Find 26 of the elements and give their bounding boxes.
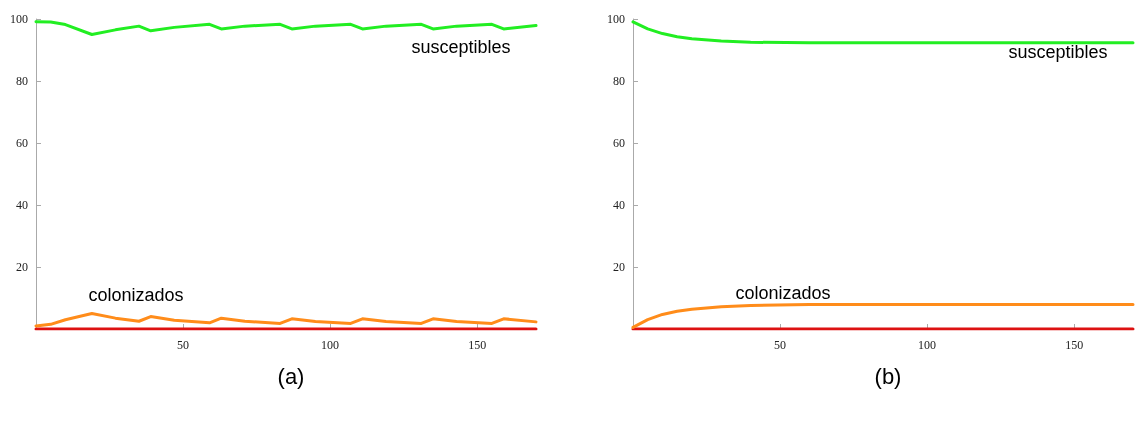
text: (b) [874, 363, 902, 389]
text: (a) [277, 363, 305, 389]
y-tick-label: 60 [613, 136, 625, 150]
x-tick-label: 150 [1065, 338, 1084, 352]
y-tick-label: 40 [16, 198, 28, 212]
line-series [34, 312, 538, 328]
series-label: susceptibles [411, 36, 511, 57]
x-tick-label: 100 [321, 338, 340, 352]
y-tick-label: 60 [16, 136, 28, 150]
line-series [631, 303, 1135, 329]
y-tick-label: 100 [607, 12, 625, 26]
series-label: colonizados [735, 283, 831, 304]
y-tick-label: 20 [16, 260, 28, 274]
x-tick-label: 50 [774, 338, 787, 352]
y-tick-label: 80 [613, 74, 625, 88]
y-tick-label: 80 [16, 74, 28, 88]
y-tick-label: 20 [613, 260, 625, 274]
y-tick-label: 40 [613, 198, 625, 212]
x-tick-label: 100 [918, 338, 937, 352]
y-tick-label: 100 [10, 12, 28, 26]
series-label: colonizados [88, 284, 184, 305]
x-tick-label: 50 [177, 338, 190, 352]
line-series [631, 20, 1135, 45]
x-tick-label: 150 [468, 338, 487, 352]
series-label: susceptibles [1008, 41, 1108, 62]
line-series [34, 20, 538, 36]
